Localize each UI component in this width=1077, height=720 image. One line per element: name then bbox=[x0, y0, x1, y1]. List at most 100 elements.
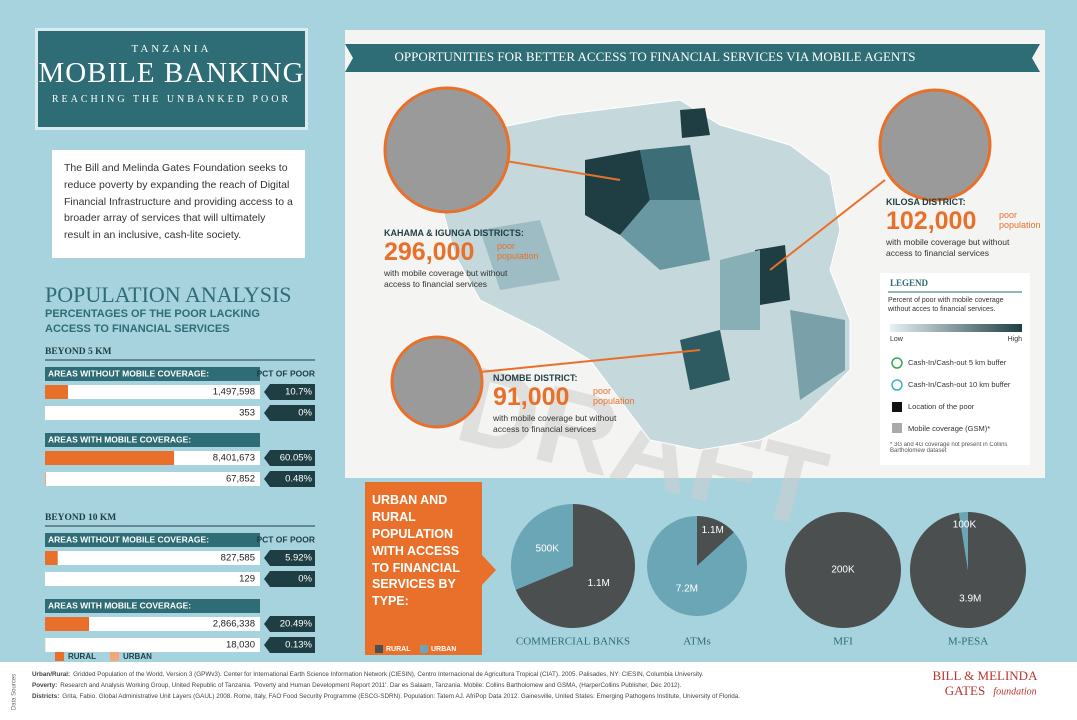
pct-label: 0% bbox=[298, 574, 312, 585]
kicker: TANZANIA bbox=[131, 43, 212, 55]
intro-text: The Bill and Melinda Gates Foundation se… bbox=[52, 150, 305, 258]
callout-note: with mobile coverage but without access … bbox=[384, 268, 508, 290]
bar-track bbox=[45, 385, 260, 399]
legend-swatch bbox=[55, 652, 64, 661]
pie-label: 200K bbox=[831, 565, 855, 576]
legend-gradient bbox=[890, 324, 1022, 332]
map-district bbox=[480, 220, 560, 290]
source-label: Urban/Rural: bbox=[32, 671, 70, 678]
legend-swatch bbox=[375, 645, 383, 653]
legend-symbol bbox=[892, 423, 902, 433]
map bbox=[383, 86, 992, 451]
population-label: 2,866,338 bbox=[213, 619, 255, 630]
pie-name: ATMs bbox=[683, 636, 711, 648]
group-title: AREAS WITHOUT MOBILE COVERAGE: bbox=[48, 368, 209, 378]
group-title: AREAS WITHOUT MOBILE COVERAGE: bbox=[48, 534, 209, 544]
population-label: 67,852 bbox=[226, 474, 255, 485]
map-district bbox=[790, 310, 845, 400]
pie-label: 1.1M bbox=[588, 578, 610, 589]
bar-section-title: BEYOND 5 KM bbox=[45, 347, 112, 357]
bar-track bbox=[45, 638, 260, 652]
group-title: AREAS WITH MOBILE COVERAGE: bbox=[48, 434, 191, 444]
callout-title: KAHAMA & IGUNGA DISTRICTS: bbox=[384, 228, 524, 238]
pct-label: 10.7% bbox=[285, 387, 312, 398]
bar-track bbox=[45, 472, 260, 486]
legend-title: LEGEND bbox=[890, 278, 929, 288]
map-district bbox=[680, 108, 710, 138]
callout-number: 102,000 bbox=[886, 207, 977, 235]
access-box bbox=[365, 482, 496, 655]
bar-track bbox=[45, 617, 260, 631]
pct-tag bbox=[264, 571, 315, 587]
callout-unit: poor population bbox=[593, 386, 635, 406]
population-label: 8,401,673 bbox=[213, 453, 255, 464]
legend-note: * 3G and 4G coverage not present in Coll… bbox=[890, 442, 1008, 454]
map-district bbox=[755, 245, 790, 305]
source-label: Districts: bbox=[32, 693, 59, 700]
source-text: Research and Analysis Working Group, Uni… bbox=[60, 682, 681, 689]
pie-slice bbox=[909, 512, 1026, 629]
pct-heading: PCT OF POOR bbox=[256, 368, 315, 378]
pie-label: 100K bbox=[953, 520, 977, 531]
logo: BILL & MELINDA bbox=[933, 668, 1039, 683]
pie-slice bbox=[785, 512, 901, 628]
inset-circle bbox=[878, 88, 992, 202]
population-label: 353 bbox=[239, 408, 255, 419]
pie-slice bbox=[515, 504, 635, 628]
legend-symbol bbox=[891, 379, 903, 391]
pie-slice bbox=[697, 516, 734, 566]
pie-slice bbox=[511, 504, 573, 590]
bar bbox=[45, 617, 90, 631]
access-title-wrap: URBAN AND RURAL POPULATION WITH ACCESS T… bbox=[372, 493, 460, 609]
sources: Urban/Rural: Gridded Population of the Wo… bbox=[32, 671, 740, 700]
access-title: URBAN AND RURAL POPULATION WITH ACCESS T… bbox=[372, 493, 460, 609]
pct-label: 5.92% bbox=[285, 553, 312, 564]
source-line: Districts: Grita, Fabio. Global Administr… bbox=[32, 693, 740, 700]
pct-label: 0.48% bbox=[285, 474, 312, 485]
main-title: MOBILE BANKING bbox=[38, 57, 305, 89]
pct-label: 60.05% bbox=[280, 453, 313, 464]
legend-label: RURAL bbox=[386, 646, 411, 653]
pie-label: 7.2M bbox=[676, 584, 698, 595]
bar-section-title: BEYOND 10 KM bbox=[45, 513, 116, 523]
legend-note-text: * 3G and 4G coverage not present in Coll… bbox=[890, 442, 1008, 454]
map-district bbox=[680, 330, 730, 390]
source-text: Grita, Fabio. Global Administrative Unit… bbox=[62, 693, 740, 700]
legend-item: Mobile coverage (GSM)* bbox=[908, 424, 990, 433]
callout-number: 91,000 bbox=[493, 383, 570, 411]
bar bbox=[45, 451, 175, 465]
legend-item: Location of the poor bbox=[908, 402, 975, 411]
legend-items: Cash-In/Cash-out 5 km buffer Cash-In/Cash… bbox=[908, 358, 1011, 433]
callout-unit: poor population bbox=[497, 241, 539, 261]
legend-swatch bbox=[420, 645, 428, 653]
source-text: Gridded Population of the World, Version… bbox=[73, 671, 704, 678]
pct-tag bbox=[264, 550, 315, 566]
pie-label: 1.1M bbox=[702, 525, 724, 536]
map-district bbox=[585, 150, 650, 235]
footer-side-label: Data Sources bbox=[12, 674, 18, 710]
pct-heading: PCT OF POOR bbox=[256, 534, 315, 544]
bar bbox=[45, 472, 47, 486]
map-ribbon bbox=[345, 44, 1040, 72]
pie-name: COMMERCIAL BANKS bbox=[516, 636, 630, 648]
population-label: 129 bbox=[239, 574, 255, 585]
inset-circle bbox=[390, 335, 484, 429]
group-title-bar bbox=[45, 599, 260, 613]
map-district bbox=[640, 145, 700, 200]
pct-tag bbox=[264, 471, 315, 487]
pie-slice bbox=[958, 512, 968, 570]
bar-track bbox=[45, 572, 260, 586]
legend-scale-title: Percent of poor with mobile coverage wit… bbox=[888, 297, 1004, 313]
legend-high: High bbox=[1008, 336, 1023, 343]
legend-item: Cash-In/Cash-out 10 km buffer bbox=[908, 380, 1011, 389]
group-title-bar bbox=[45, 533, 260, 547]
callout-number: 296,000 bbox=[384, 238, 475, 266]
pie-name: MFI bbox=[833, 636, 853, 648]
legend-swatch bbox=[110, 652, 119, 661]
source-line: Poverty: Research and Analysis Working Gr… bbox=[32, 682, 682, 689]
population-bars: BEYOND 5 KM AREAS WITHOUT MOBILE COVERAGE… bbox=[45, 347, 315, 661]
group-title: AREAS WITH MOBILE COVERAGE: bbox=[48, 600, 191, 610]
logo: GATES bbox=[945, 683, 985, 698]
map-country bbox=[439, 99, 851, 451]
